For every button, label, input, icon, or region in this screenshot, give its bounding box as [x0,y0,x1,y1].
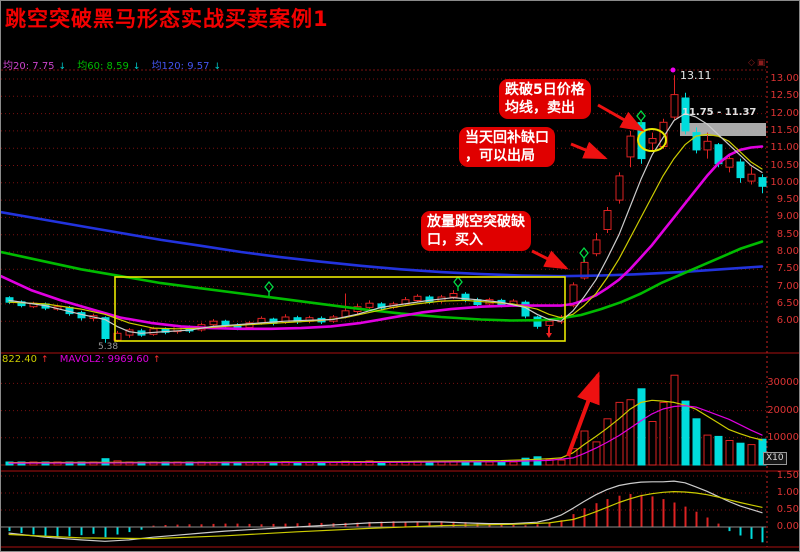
price-tick-label: 6.00 [776,315,799,327]
ma60-label: 均60: 8.59 ↓ [77,61,141,72]
callout-buy-signal: 放量跳空突破缺 口，买入 [421,211,531,251]
page-title: 跳空突破黑马形态实战买卖案例1 [5,7,329,31]
gap-range-label: 11.75 - 11.37 [682,107,757,118]
price-tick-label: 9.50 [776,194,799,206]
price-tick-label: 10.50 [770,159,799,171]
ma-legend-row: 均20: 7.75 ↓ 均60: 8.59 ↓ 均120: 9.57 ↓ [3,57,229,72]
price-tick-label: 12.00 [770,107,799,119]
down-arrow-icon: ↓ [132,62,141,72]
ma120-label: 均120: 9.57 ↓ [151,61,222,72]
volume-tick-label: 10000 [767,431,799,443]
volume-tick-label: 20000 [767,404,799,416]
price-tick-label: 6.50 [776,297,799,309]
macd-tick-label: 0.50 [776,504,799,515]
chart-corner-icons[interactable]: ◇▣ [748,58,768,68]
callout-sell-signal: 跌破5日价格 均线，卖出 [499,79,591,119]
volume-tick-label: 30000 [767,377,799,389]
price-tick-label: 8.50 [776,228,799,240]
ma20-label: 均20: 7.75 ↓ [3,61,67,72]
peak-price-label: 13.11 [680,69,712,82]
low-price-label: 5.38 [98,342,119,352]
price-tick-label: 10.00 [770,176,799,188]
volume-ma-legend-row: 822.40 ↑ MAVOL2: 9969.60 ↑ [2,354,168,365]
price-tick-label: 7.00 [776,280,799,292]
price-tick-label: 8.00 [776,246,799,257]
price-tick-label: 7.50 [776,263,799,275]
price-tick-label: 9.00 [776,211,799,223]
price-tick-label: 11.00 [770,142,799,154]
macd-tick-label: 1.00 [776,487,799,498]
mavol2-label: MAVOL2: 9969.60 ↑ [59,354,161,365]
price-tick-label: 11.50 [770,124,799,136]
macd-tick-label: 0.00 [776,521,799,532]
up-arrow-icon: ↑ [41,355,49,365]
price-tick-label: 12.50 [770,90,799,102]
callout-exit-signal: 当天回补缺口 ，可以出局 [459,127,555,167]
up-arrow-icon: ↑ [152,355,161,365]
down-arrow-icon: ↓ [58,62,67,72]
price-tick-label: 13.00 [770,73,799,84]
volume-unit-badge: X10 [763,452,787,465]
down-arrow-icon: ↓ [213,62,222,72]
macd-tick-label: 1.50 [776,470,799,481]
mavol1-label: 822.40 ↑ [2,354,49,365]
